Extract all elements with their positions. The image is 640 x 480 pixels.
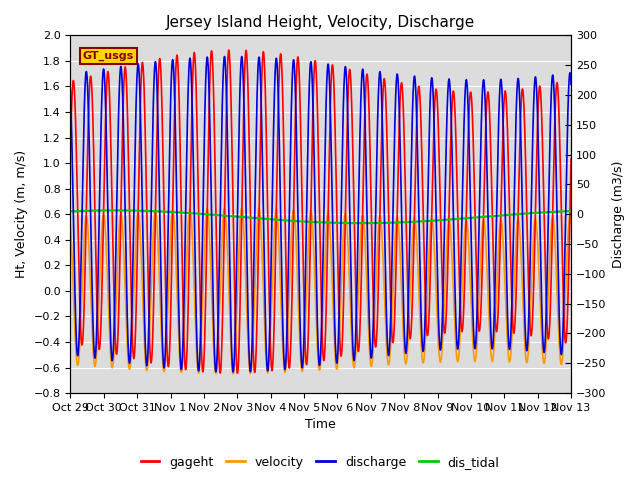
Line: discharge: discharge [70,57,571,372]
discharge [98,90,106,96]
velocity [67,223,74,229]
gageht [98,285,106,291]
gageht [413,123,420,129]
velocity [413,235,420,241]
dis_tidal [111,207,119,213]
gageht [567,156,575,162]
discharge [454,345,461,351]
dis_tidal [567,208,575,214]
gageht [127,267,134,273]
velocity [221,205,228,211]
Text: GT_usgs: GT_usgs [83,50,134,61]
velocity [127,360,134,365]
dis_tidal [98,208,106,214]
velocity [222,220,230,226]
dis_tidal [67,208,74,214]
Title: Jersey Island Height, Velocity, Discharge: Jersey Island Height, Velocity, Discharg… [166,15,476,30]
gageht [454,193,461,199]
X-axis label: Time: Time [305,419,336,432]
velocity [229,371,237,377]
dis_tidal [454,216,461,222]
velocity [454,358,461,364]
discharge [229,369,237,375]
discharge [127,348,134,354]
Line: velocity: velocity [70,208,571,374]
discharge [567,82,575,87]
Line: gageht: gageht [70,50,571,373]
dis_tidal [413,219,420,225]
gageht [67,146,74,152]
gageht [126,232,134,238]
gageht [222,123,230,129]
Y-axis label: Ht, Velocity (m, m/s): Ht, Velocity (m, m/s) [15,150,28,278]
dis_tidal [222,213,230,219]
discharge [126,359,134,364]
dis_tidal [126,208,134,214]
discharge [222,82,230,88]
gageht [225,47,233,53]
Y-axis label: Discharge (m3/s): Discharge (m3/s) [612,160,625,268]
dis_tidal [127,208,134,214]
Line: dis_tidal: dis_tidal [70,210,571,223]
discharge [413,111,420,117]
velocity [567,220,575,226]
discharge [67,88,74,94]
velocity [126,365,134,371]
velocity [98,225,106,230]
dis_tidal [358,220,365,226]
discharge [221,54,228,60]
Legend: gageht, velocity, discharge, dis_tidal: gageht, velocity, discharge, dis_tidal [136,451,504,474]
gageht [234,371,241,376]
